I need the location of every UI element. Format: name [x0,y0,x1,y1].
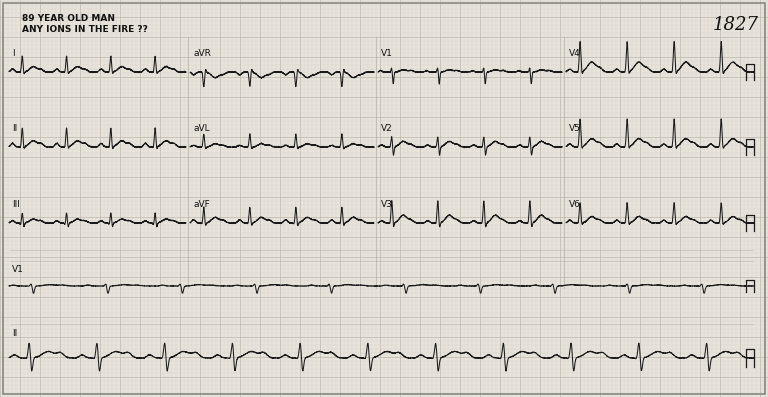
Text: II: II [12,329,17,338]
Text: V4: V4 [569,49,581,58]
Text: II: II [12,124,17,133]
Text: V6: V6 [569,200,581,209]
Text: V1: V1 [381,49,393,58]
Text: V5: V5 [569,124,581,133]
Text: 89 YEAR OLD MAN: 89 YEAR OLD MAN [22,14,115,23]
Text: ANY IONS IN THE FIRE ??: ANY IONS IN THE FIRE ?? [22,25,148,34]
Text: I: I [12,49,15,58]
Text: III: III [12,200,20,209]
Text: aVR: aVR [193,49,211,58]
Text: V3: V3 [381,200,393,209]
Text: V1: V1 [12,265,24,274]
Text: aVF: aVF [193,200,210,209]
Text: V2: V2 [381,124,392,133]
Text: aVL: aVL [193,124,210,133]
Text: 1827: 1827 [713,16,759,34]
